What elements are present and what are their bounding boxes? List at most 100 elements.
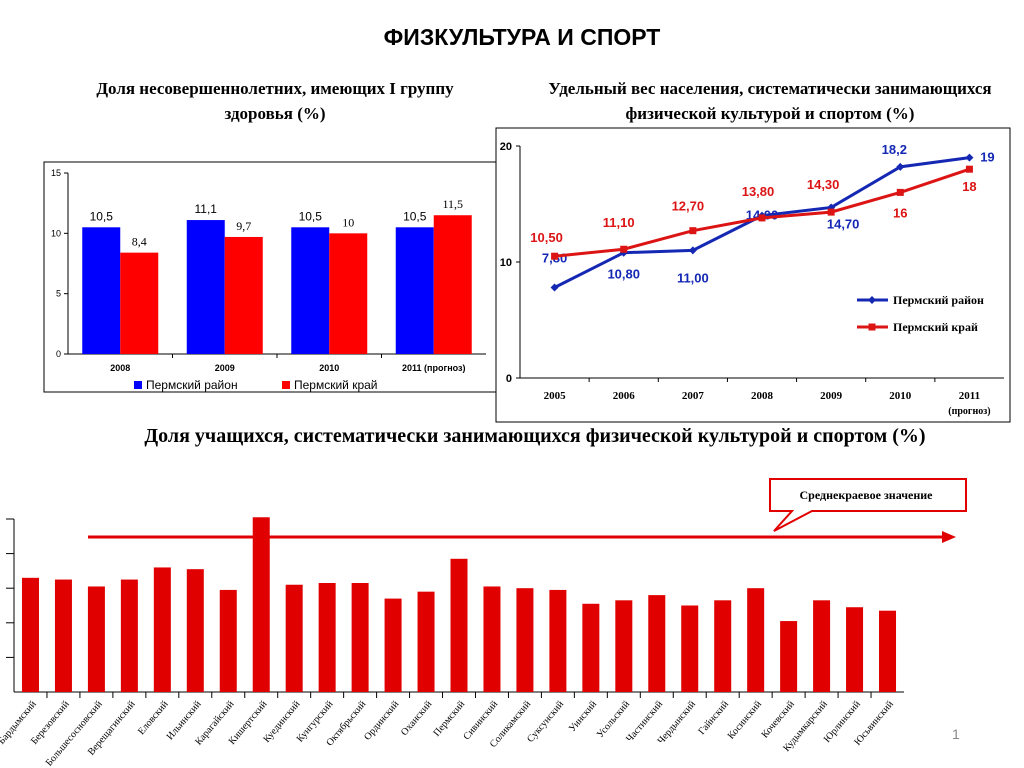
chart2-y-tick-label: 20: [500, 141, 512, 153]
chart2-data-label: 10,80: [607, 267, 640, 282]
chart2-point-red: [965, 165, 973, 173]
chart3-average-arrowhead: [942, 531, 956, 543]
chart2-data-label: 7,80: [542, 251, 567, 266]
chart1-x-tick-label: 2009: [215, 363, 235, 373]
chart2-data-label: 14,70: [827, 216, 860, 231]
chart2-point-red: [620, 245, 628, 253]
chart1-y-tick-label: 5: [56, 289, 61, 299]
chart3-x-tick-label: Кунгурский: [295, 698, 336, 744]
chart2-legend-marker: [868, 323, 876, 331]
chart2-data-label: 11,10: [603, 215, 635, 230]
chart2-x-tick-label: 2005: [544, 390, 567, 402]
chart1-data-label: 10: [342, 215, 354, 229]
chart3-x-tick-label: Еловский: [136, 698, 171, 737]
chart2-data-label: 11,00: [677, 270, 709, 285]
chart3-x-tick-label: Юсьвинский: [852, 698, 896, 747]
chart2-point-blue: [896, 162, 905, 171]
chart3-bar: [813, 600, 831, 692]
chart3-x-tick-label: Косинский: [726, 698, 765, 741]
chart2-point-blue: [550, 283, 559, 292]
chart1-data-label: 11,1: [195, 202, 218, 216]
chart1-legend-swatch: [134, 381, 142, 389]
chart2-x-tick-label: 2008: [751, 390, 774, 402]
chart3-bar: [450, 558, 468, 692]
chart2-data-label: 10,50: [530, 230, 563, 245]
chart3-bar: [582, 603, 600, 692]
chart1-legend-label: Пермский край: [294, 378, 378, 392]
chart2-data-label: 18: [962, 179, 976, 194]
chart3-x-tick-label: Ординский: [362, 698, 402, 742]
chart3-x-tick-label: Октябрьский: [324, 698, 368, 748]
chart3-bar: [87, 586, 105, 692]
chart1-title: Доля несовершеннолетних, имеющих I групп…: [96, 79, 454, 123]
chart3-bar: [318, 583, 336, 692]
chart3-x-tick-label: Оханский: [399, 698, 435, 738]
chart2-legend-label: Пермский район: [893, 293, 984, 307]
chart1-frame: [43, 161, 497, 393]
chart3-bar: [21, 577, 39, 692]
chart1-bar-red: [433, 215, 472, 354]
chart2-point-red: [827, 208, 835, 216]
chart2-point-red: [758, 214, 766, 222]
page-number: 1: [952, 726, 960, 742]
chart3-x-tick-label: Кишертский: [227, 698, 270, 747]
chart1-legend-label: Пермский район: [146, 378, 238, 392]
chart3-bar: [483, 586, 501, 692]
chart3-bar: [384, 598, 402, 692]
chart3-bar: [747, 588, 765, 692]
chart3-x-tick-label: Бардымский: [0, 698, 39, 746]
chart2-data-label: 14,30: [807, 177, 840, 192]
chart2-x-tick-sublabel: (прогноз): [948, 406, 990, 417]
chart2-point-blue: [619, 248, 628, 257]
chart2-data-label: 18,2: [882, 142, 907, 157]
chart1-data-label: 10,5: [90, 209, 114, 223]
chart1-bar-red: [120, 252, 159, 354]
chart2-title: Удельный вес населения, систематически з…: [548, 79, 992, 123]
chart3-x-tick-label: Чердынский: [656, 698, 699, 746]
chart3-bar: [516, 588, 534, 692]
chart2-point-red: [896, 188, 904, 196]
chart1-data-label: 10,5: [403, 209, 427, 223]
chart3-x-tick-label: Соликамский: [488, 698, 534, 750]
chart3-bar: [219, 589, 237, 692]
chart3-bar: [54, 579, 72, 692]
chart1-bar-red: [329, 233, 368, 354]
chart3-title: Доля учащихся, систематически занимающих…: [144, 425, 926, 447]
chart3-x-tick-label: Суксунский: [525, 698, 566, 744]
chart3-x-tick-label: Верещагинский: [86, 698, 138, 757]
chart1-x-tick-label: 2011 (прогноз): [402, 363, 466, 373]
chart2-line-red: [554, 167, 970, 258]
chart2-point-red: [689, 227, 697, 235]
chart1-y-tick-label: 15: [51, 168, 61, 178]
chart1-bar-red: [224, 236, 263, 354]
chart3-bar: [780, 621, 798, 692]
chart1-y-tick-label: 0: [56, 349, 61, 359]
chart1-data-label: 11,5: [442, 197, 463, 211]
page-title: ФИЗКУЛЬТУРА И СПОРТ: [383, 24, 661, 50]
chart3-bar: [549, 589, 567, 692]
chart3-x-tick-label: Карагайский: [193, 698, 237, 747]
chart3-bar: [120, 579, 138, 692]
chart2-y-tick-label: 10: [500, 257, 512, 269]
chart1-y-tick-label: 10: [51, 228, 61, 238]
chart2-point-blue: [965, 153, 974, 162]
chart3-x-tick-label: Кудымкарский: [781, 698, 830, 753]
chart3-x-tick-label: Большесосновский: [44, 698, 105, 768]
chart2-x-tick-label: 2006: [613, 390, 636, 402]
chart2-point-blue: [688, 246, 697, 255]
chart3-bar: [285, 584, 303, 692]
chart2-x-tick-label: 2011: [959, 390, 980, 402]
chart1-data-label: 8,4: [132, 235, 147, 249]
chart3-bar: [351, 583, 369, 692]
chart2-y-tick-label: 0: [506, 373, 512, 385]
chart3-bar: [153, 567, 171, 692]
chart1-data-label: 10,5: [299, 209, 323, 223]
chart3-average-label: Среднекраевое значение: [800, 488, 934, 502]
chart3-x-tick-label: Уинский: [567, 698, 600, 734]
chart2-legend-marker: [868, 296, 876, 304]
chart3-bar: [615, 600, 633, 692]
chart3-average-callout: [769, 478, 967, 532]
chart3-x-tick-label: Березовский: [29, 698, 72, 746]
chart3-bar: [714, 600, 732, 692]
chart3-bar: [846, 607, 864, 692]
